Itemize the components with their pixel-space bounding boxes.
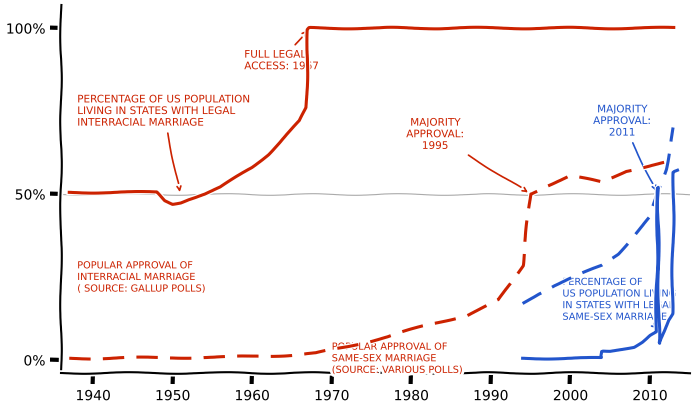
Text: POPULAR APPROVAL OF
INTERRACIAL MARRIAGE
( SOURCE: GALLUP POLLS): POPULAR APPROVAL OF INTERRACIAL MARRIAGE… — [77, 261, 206, 294]
Text: FULL LEGAL
ACCESS: 1967: FULL LEGAL ACCESS: 1967 — [244, 32, 319, 72]
Text: MAJORITY
APPROVAL:
1995: MAJORITY APPROVAL: 1995 — [406, 118, 526, 192]
Text: PERCENTAGE OF US POPULATION
LIVING IN STATES WITH LEGAL
INTERRACIAL MARRIAGE: PERCENTAGE OF US POPULATION LIVING IN ST… — [77, 95, 249, 191]
Text: MAJORITY
APPROVAL:
2011: MAJORITY APPROVAL: 2011 — [593, 105, 656, 190]
Text: PERCENTAGE OF
US POPULATION LIVING
IN STATES WITH LEGAL
SAME-SEX MARRIAGE: PERCENTAGE OF US POPULATION LIVING IN ST… — [562, 277, 677, 328]
Text: POPULAR APPROVAL OF
SAME-SEX MARRIAGE
(SOURCE: VARIOUS POLLS): POPULAR APPROVAL OF SAME-SEX MARRIAGE (S… — [332, 342, 463, 375]
